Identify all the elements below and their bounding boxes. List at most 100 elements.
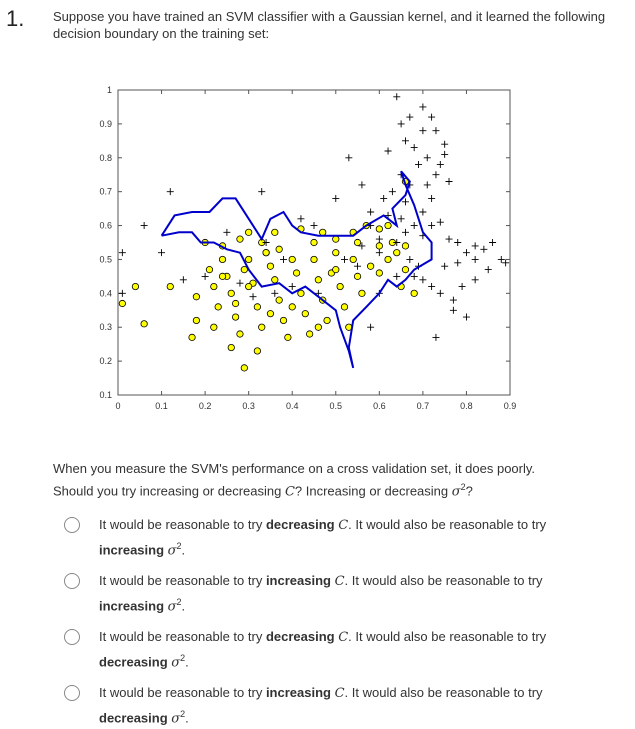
negative-point: [236, 235, 244, 243]
negative-point: [118, 299, 126, 308]
x-tick-label: 0.9: [504, 401, 517, 411]
option-sigma-direction: increasing: [99, 598, 165, 614]
radio-button[interactable]: [64, 685, 80, 701]
y-tick-label: 0.7: [99, 187, 112, 197]
positive-point: [423, 181, 431, 189]
option-sigma-exponent: 2: [176, 597, 182, 607]
positive-point: [345, 154, 353, 162]
positive-point: [406, 255, 414, 263]
y-tick-label: 0.5: [99, 254, 112, 264]
option-text: It would be reasonable to try decreasing…: [99, 515, 599, 561]
negative-point: [367, 262, 375, 270]
option-sigma-symbol: σ: [171, 711, 181, 727]
negative-point: [210, 282, 218, 291]
positive-point: [458, 283, 466, 291]
negative-point: [306, 330, 314, 338]
positive-point: [445, 235, 453, 243]
option-c-direction: decreasing: [265, 629, 335, 644]
positive-point: [397, 215, 405, 223]
negative-point: [349, 255, 357, 264]
x-tick-label: 0.1: [155, 401, 168, 411]
positive-point: [166, 188, 174, 196]
negative-point: [227, 343, 235, 352]
x-tick-label: 0: [115, 401, 120, 411]
positive-point: [179, 276, 187, 284]
positive-point: [258, 188, 266, 196]
positive-point: [401, 137, 409, 145]
positive-point: [419, 208, 427, 216]
positive-point: [380, 194, 388, 202]
negative-point: [353, 238, 362, 247]
positive-point: [497, 255, 505, 263]
positive-point: [454, 239, 462, 246]
decision-boundary-line: [160, 170, 433, 369]
positive-point: [393, 93, 401, 101]
y-tick-label: 1: [107, 85, 112, 95]
positive-point: [397, 120, 405, 128]
positive-point: [462, 313, 470, 321]
negative-point: [310, 255, 318, 264]
negative-point: [336, 282, 344, 291]
negative-point: [218, 255, 227, 264]
positive-point: [310, 222, 318, 230]
option-sigma-exponent: 2: [180, 709, 186, 719]
positive-point: [480, 245, 488, 253]
positive-point: [354, 262, 362, 270]
negative-point: [210, 323, 218, 331]
answer-option-1[interactable]: It would be reasonable to try decreasing…: [64, 517, 604, 561]
negative-point: [301, 310, 309, 318]
positive-point: [410, 144, 418, 152]
option-sigma-direction: decreasing: [99, 710, 168, 726]
y-tick-label: 0.2: [99, 356, 112, 366]
x-tick-label: 0.7: [417, 401, 430, 411]
negative-point: [401, 242, 410, 250]
negative-point: [384, 221, 392, 230]
positive-point: [428, 222, 436, 230]
question-prompt: When you measure the SVM's performance o…: [53, 459, 613, 501]
positive-point: [393, 272, 401, 280]
y-tick-label: 0.6: [99, 221, 112, 231]
negative-point: [384, 255, 392, 264]
positive-point: [436, 289, 444, 297]
negative-point: [131, 282, 140, 291]
option-sigma-direction: decreasing: [99, 654, 168, 670]
negative-point: [258, 323, 266, 331]
negative-point: [275, 245, 283, 253]
positive-point: [441, 262, 449, 270]
radio-button[interactable]: [64, 629, 80, 645]
positive-point: [384, 147, 392, 155]
option-c-direction: decreasing: [265, 517, 335, 532]
negative-point: [284, 333, 292, 341]
positive-point: [406, 113, 414, 121]
positive-point: [288, 283, 296, 291]
option-end: .: [181, 542, 186, 558]
negative-point: [205, 266, 214, 274]
answer-option-2[interactable]: It would be reasonable to try increasing…: [64, 573, 604, 617]
radio-button[interactable]: [64, 573, 80, 589]
negative-point: [240, 266, 248, 274]
positive-point: [436, 161, 444, 169]
positive-point: [367, 208, 375, 216]
negative-point: [353, 272, 362, 280]
option-end: .: [185, 710, 189, 726]
positive-point: [471, 255, 479, 263]
x-tick-label: 0.2: [199, 401, 212, 411]
negative-point: [166, 282, 174, 291]
positive-point: [436, 218, 444, 226]
negative-point: [375, 269, 383, 277]
option-c-direction: increasing: [265, 685, 331, 700]
x-tick-label: 0.6: [373, 401, 386, 411]
radio-button[interactable]: [64, 517, 80, 533]
negative-point: [240, 364, 248, 372]
negative-point: [323, 316, 331, 325]
option-end: .: [181, 598, 186, 614]
answer-option-3[interactable]: It would be reasonable to try decreasing…: [64, 629, 604, 673]
negative-point: [227, 289, 235, 297]
negative-point: [245, 282, 253, 291]
positive-point: [223, 228, 231, 236]
y-tick-label: 0.8: [99, 153, 112, 163]
option-middle: . It would also be reasonable to try: [348, 629, 547, 644]
negative-point: [192, 293, 201, 301]
negative-point: [332, 249, 340, 257]
answer-option-4[interactable]: It would be reasonable to try increasing…: [64, 685, 604, 729]
